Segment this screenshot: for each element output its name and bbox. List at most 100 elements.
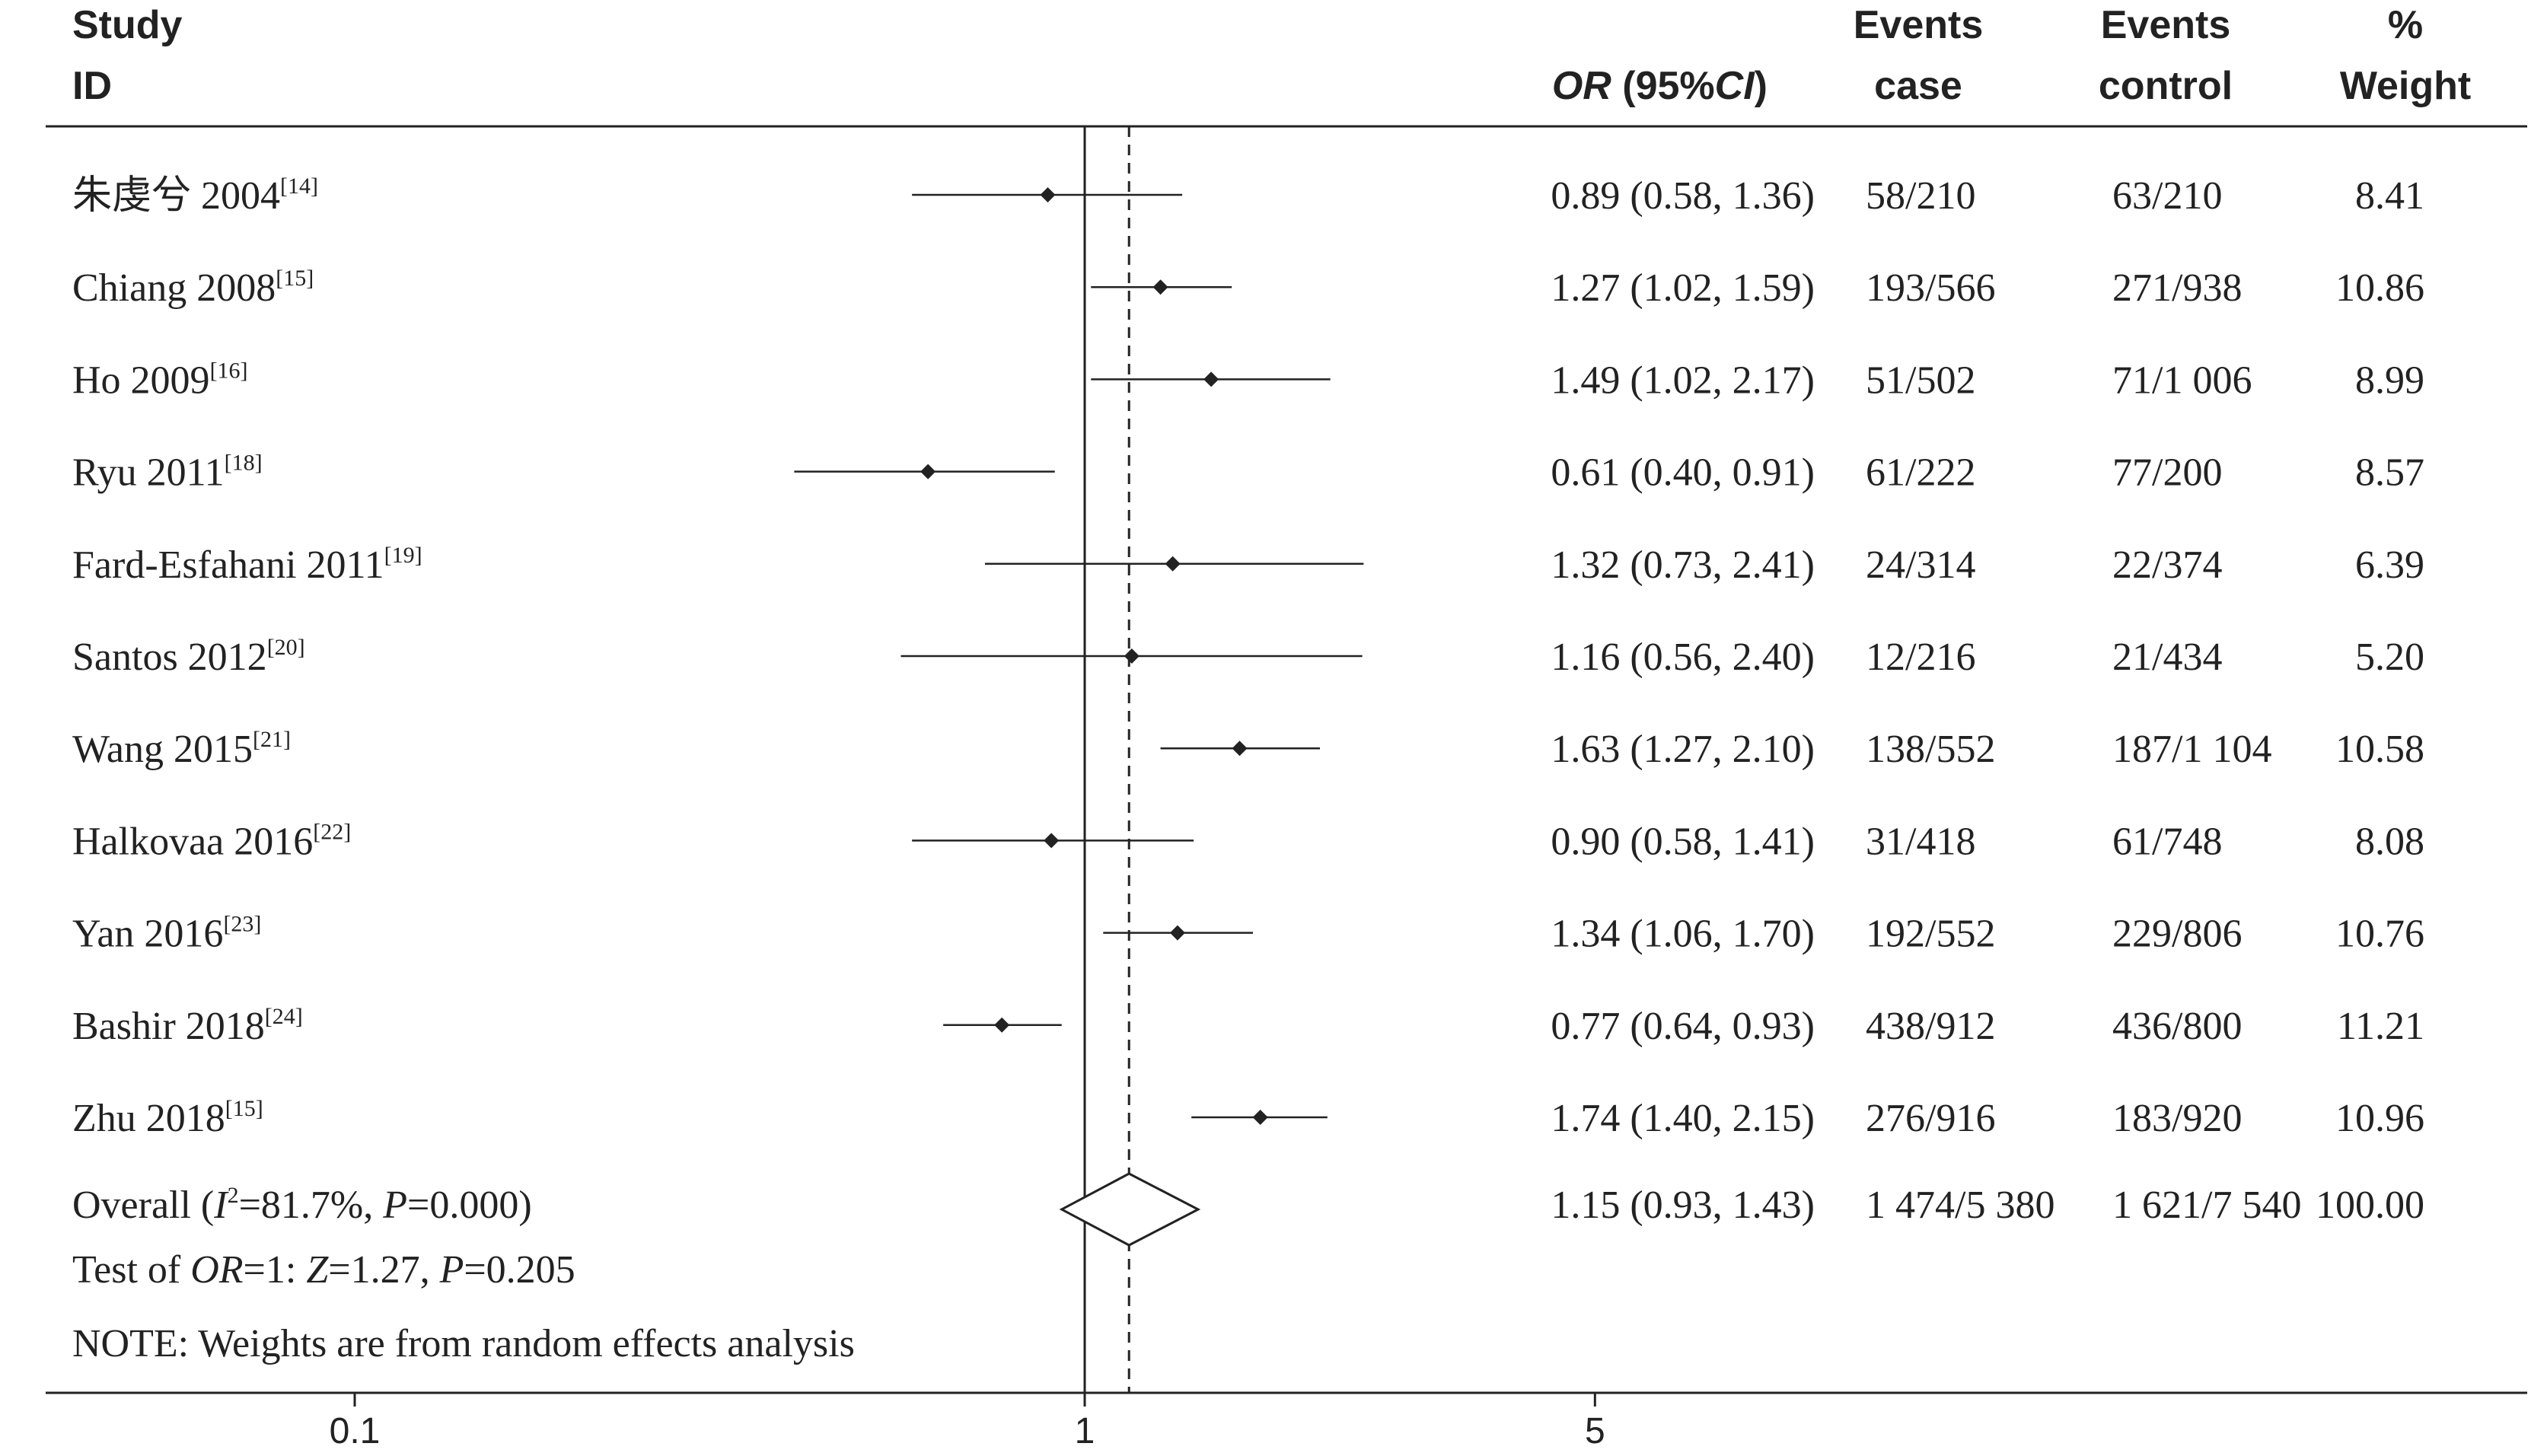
header-events-case-2: case (1874, 64, 1962, 108)
study-label: Ryu 2011[18] (72, 451, 263, 495)
study-name: Ho 2009 (72, 358, 210, 402)
or-ci-value: 1.74 (1.40, 2.15) (1551, 1097, 1815, 1140)
test-prefix: Test of (72, 1248, 190, 1292)
events-case: 61/222 (1866, 451, 1975, 495)
overall-i2-symbol: I (213, 1184, 229, 1227)
header-or-label: OR (1552, 64, 1611, 108)
weight-value: 8.08 (2355, 820, 2424, 863)
study-reference: [16] (210, 358, 248, 383)
events-case: 31/418 (1866, 820, 1975, 863)
study-reference: [22] (313, 819, 351, 844)
point-estimate (994, 1017, 1010, 1033)
study-label: Chiang 2008[15] (72, 266, 314, 310)
overall-row: Overall (I2=81.7%, P=0.000) 1.15 (0.93, … (72, 1172, 2424, 1247)
or-ci-value: 1.27 (1.02, 1.59) (1551, 266, 1815, 310)
overall-p-symbol: P (382, 1184, 407, 1227)
study-label: Zhu 2018[15] (72, 1096, 263, 1140)
test-end: =0.205 (464, 1248, 575, 1292)
header-ci-label: CI (1715, 64, 1756, 108)
study-row: Bashir 2018[24] 0.77 (0.64, 0.93) 438/912 4… (72, 1004, 2424, 1048)
overall-i2-exponent: 2 (228, 1183, 239, 1208)
study-rows: 朱虔兮 2004[14] 0.89 (0.58, 1.36) 58/210 63/21… (72, 174, 2424, 1140)
study-row: Ryu 2011[18] 0.61 (0.40, 0.91) 61/222 77/20… (72, 451, 2424, 495)
study-row: Yan 2016[23] 1.34 (1.06, 1.70) 192/552 229/… (72, 912, 2424, 956)
study-row: Wang 2015[21] 1.63 (1.27, 2.10) 138/552 187… (72, 727, 2424, 771)
weight-value: 5.20 (2355, 636, 2424, 679)
study-name: Bashir 2018 (72, 1005, 265, 1048)
point-estimate (1040, 187, 1056, 202)
or-ci-value: 1.32 (0.73, 2.41) (1551, 543, 1815, 587)
overall-weight: 100.00 (2316, 1184, 2424, 1227)
overall-i2-value: =81.7%, (239, 1184, 384, 1227)
events-control: 229/806 (2112, 913, 2242, 956)
weight-value: 8.41 (2355, 174, 2424, 218)
or-ci-value: 1.63 (1.27, 2.10) (1551, 728, 1815, 771)
or-ci-value: 1.34 (1.06, 1.70) (1551, 913, 1815, 956)
study-name: Yan 2016 (72, 913, 223, 956)
header-events-control-2: control (2099, 64, 2233, 108)
study-reference: [19] (384, 543, 422, 568)
test-mid2: =1.27, (328, 1248, 439, 1292)
point-estimate (1252, 1110, 1268, 1125)
x-tick-label: 1 (1075, 1411, 1095, 1451)
test-of-or-line: Test of OR=1: Z=1.27, P=0.205 (72, 1248, 575, 1292)
events-case: 51/502 (1866, 358, 1975, 402)
x-axis-ticks: 0.1 1 5 (330, 1393, 1605, 1451)
events-case: 192/552 (1866, 913, 1995, 956)
header-events-case-1: Events (1854, 3, 1984, 47)
point-estimate (1152, 279, 1168, 295)
header-events-control-1: Events (2101, 3, 2231, 47)
weight-value: 10.96 (2335, 1097, 2424, 1140)
header-weight-2: Weight (2340, 64, 2471, 108)
events-control: 183/920 (2112, 1097, 2242, 1140)
study-name: Wang 2015 (72, 728, 253, 771)
point-estimate (1165, 556, 1181, 572)
header-study: Study (72, 3, 183, 47)
weight-value: 10.86 (2335, 266, 2424, 310)
study-label: 朱虔兮 2004[14] (72, 174, 318, 218)
test-mid1: =1: (244, 1248, 307, 1292)
events-case: 276/916 (1866, 1097, 1995, 1140)
events-control: 71/1 006 (2112, 358, 2252, 402)
x-tick-label: 5 (1585, 1411, 1605, 1451)
events-case: 12/216 (1866, 636, 1975, 679)
or-ci-value: 1.49 (1.02, 2.17) (1551, 358, 1815, 402)
test-or-symbol: OR (190, 1248, 243, 1292)
or-ci-value: 0.77 (0.64, 0.93) (1551, 1005, 1815, 1048)
study-name: Chiang 2008 (72, 266, 276, 310)
study-label: Wang 2015[21] (72, 727, 291, 771)
events-control: 77/200 (2112, 451, 2222, 495)
header-or-ci: OR (95%CI) (1552, 64, 1768, 108)
or-ci-value: 1.16 (0.56, 2.40) (1551, 636, 1815, 679)
header-or-close: ) (1755, 64, 1768, 108)
weight-value: 8.99 (2355, 358, 2424, 402)
events-case: 138/552 (1866, 728, 1995, 771)
weight-value: 8.57 (2355, 451, 2424, 495)
events-case: 193/566 (1866, 266, 1995, 310)
events-control: 271/938 (2112, 266, 2242, 310)
study-label: Yan 2016[23] (72, 912, 261, 956)
overall-prefix: Overall ( (72, 1184, 214, 1227)
study-reference: [21] (253, 727, 291, 752)
study-label: Halkovaa 2016[22] (72, 819, 351, 863)
study-reference: [18] (225, 451, 263, 476)
or-ci-value: 0.90 (0.58, 1.41) (1551, 820, 1815, 863)
study-label: Bashir 2018[24] (72, 1004, 303, 1048)
overall-label: Overall (I2=81.7%, P=0.000) (72, 1183, 532, 1227)
events-control: 21/434 (2112, 636, 2222, 679)
events-case: 58/210 (1866, 174, 1975, 218)
events-control: 22/374 (2112, 543, 2222, 587)
overall-events-control: 1 621/7 540 (2112, 1184, 2301, 1227)
events-control: 436/800 (2112, 1005, 2242, 1048)
test-z-symbol: Z (306, 1248, 329, 1292)
point-estimate (1169, 925, 1185, 941)
study-name: Fard-Esfahani 2011 (72, 543, 384, 587)
point-estimate (920, 464, 936, 479)
header-weight-1: % (2388, 3, 2423, 47)
study-label: Santos 2012[20] (72, 635, 305, 679)
point-estimate (1232, 741, 1248, 757)
table-header: Study ID OR (95%CI) Events case Events c… (72, 3, 2471, 108)
study-reference: [15] (276, 266, 314, 291)
study-row: Halkovaa 2016[22] 0.90 (0.58, 1.41) 31/418… (72, 819, 2424, 863)
